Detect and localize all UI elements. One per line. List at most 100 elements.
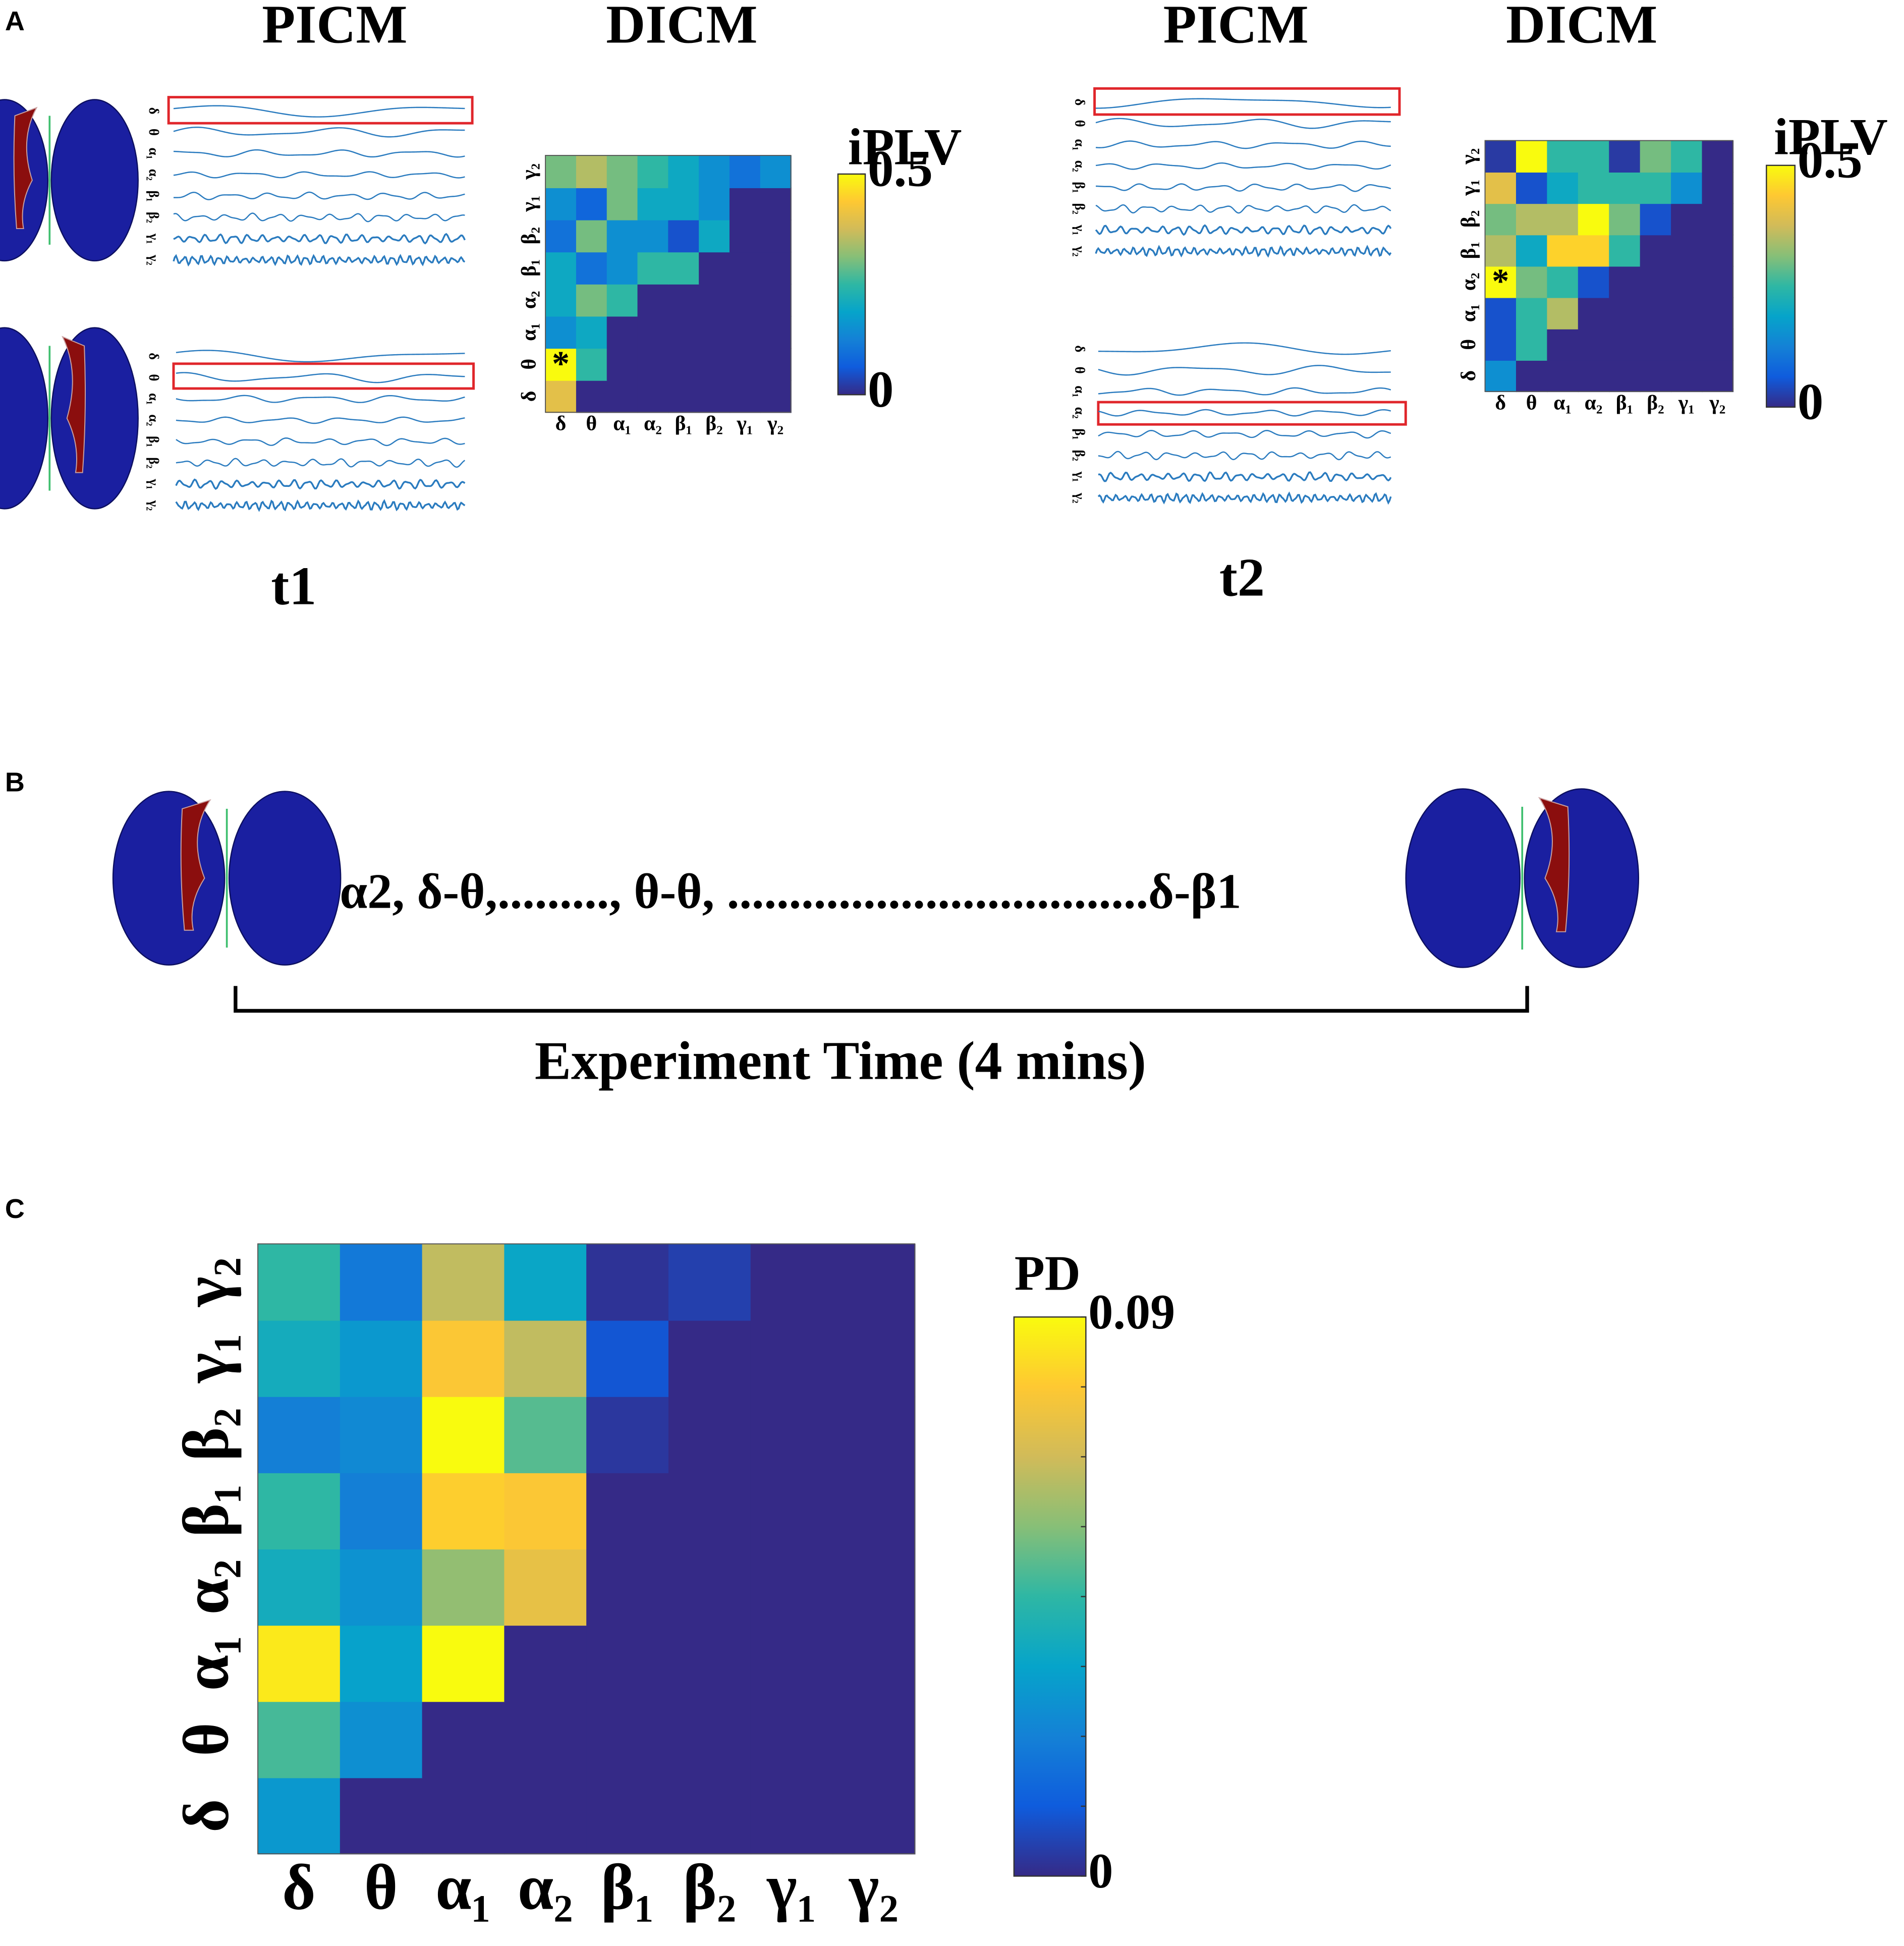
dicm-title: DICM bbox=[606, 0, 757, 54]
band-label: γ₂ bbox=[146, 254, 161, 265]
y-tick-label: θ bbox=[517, 359, 540, 370]
heatmap-cell bbox=[1671, 266, 1703, 298]
band-label: β₁ bbox=[1072, 428, 1087, 439]
heatmap-cell bbox=[504, 1548, 587, 1626]
eeg-trace bbox=[173, 171, 465, 179]
heatmap-cell bbox=[1547, 328, 1579, 361]
heatmap-cell bbox=[1640, 328, 1672, 361]
heatmap-cell bbox=[340, 1625, 423, 1702]
heatmap-cell bbox=[545, 348, 577, 381]
heatmap-cell bbox=[1640, 235, 1672, 267]
heatmap-cell bbox=[504, 1625, 587, 1702]
heatmap-cell bbox=[1516, 360, 1548, 393]
heatmap-cell bbox=[340, 1396, 423, 1473]
heatmap-cell bbox=[1485, 360, 1517, 393]
heatmap-cell bbox=[1609, 140, 1641, 173]
heatmap-cell bbox=[699, 284, 731, 317]
heatmap-frame bbox=[1484, 140, 1733, 392]
marker: * bbox=[1492, 262, 1509, 300]
heatmap-cell bbox=[1516, 297, 1548, 329]
heatmap-cell bbox=[1578, 297, 1610, 329]
heatmap-cell bbox=[729, 251, 761, 285]
heatmap-cell bbox=[1609, 203, 1641, 236]
y-tick-label: α₁ bbox=[517, 323, 540, 341]
eeg-trace bbox=[173, 191, 465, 200]
eeg-trace bbox=[173, 149, 465, 158]
x-tick-label: δ bbox=[282, 1851, 315, 1923]
heatmap-cell bbox=[668, 348, 700, 381]
heatmap-cell bbox=[1485, 266, 1517, 298]
colorbar-tick-label: 0 bbox=[868, 361, 894, 418]
heatmap-cell bbox=[586, 1472, 669, 1550]
eeg-trace bbox=[176, 437, 465, 447]
heatmap-cell bbox=[668, 1396, 751, 1473]
heatmap-cell bbox=[586, 1320, 669, 1397]
colorbar bbox=[1766, 164, 1796, 408]
heatmap-cell bbox=[1516, 203, 1548, 236]
heatmap-cell bbox=[1578, 266, 1610, 298]
heatmap-cell bbox=[576, 316, 607, 349]
sequence-text: δ-α2, δ-θ,........., θ-θ, ..............… bbox=[298, 864, 1242, 919]
eeg-trace bbox=[1098, 342, 1391, 355]
x-tick-label: α₂ bbox=[518, 1851, 573, 1923]
x-tick-label: β₁ bbox=[1616, 391, 1634, 414]
heatmap-cell bbox=[1547, 203, 1579, 236]
x-tick-label: β₁ bbox=[601, 1851, 654, 1923]
colorbar-tick-label: 0.5 bbox=[868, 140, 933, 198]
heatmap-cell bbox=[545, 187, 577, 220]
heatmap-cell bbox=[1485, 297, 1517, 329]
heatmap-cell bbox=[422, 1777, 505, 1855]
band-label: δ bbox=[1072, 98, 1087, 105]
x-tick-label: β₂ bbox=[705, 412, 723, 435]
heatmap-cell bbox=[1640, 360, 1672, 393]
brain-hemisphere bbox=[50, 99, 139, 262]
band-label: γ₁ bbox=[146, 233, 161, 244]
eeg-trace bbox=[1098, 387, 1391, 396]
dicm-title: DICM bbox=[1506, 0, 1657, 54]
heatmap-cell bbox=[729, 219, 761, 253]
heatmap-cell bbox=[1671, 328, 1703, 361]
heatmap-cell bbox=[668, 1472, 751, 1550]
eeg-trace bbox=[173, 105, 465, 118]
heatmap-cell bbox=[258, 1777, 341, 1855]
eeg-trace bbox=[175, 499, 466, 512]
band-label: γ₂ bbox=[146, 500, 161, 511]
heatmap-cell bbox=[606, 155, 638, 188]
heatmap-cell bbox=[750, 1472, 833, 1550]
heatmap-cell bbox=[606, 316, 638, 349]
heatmap-cell bbox=[832, 1244, 916, 1321]
eeg-trace bbox=[173, 212, 465, 223]
heatmap-cell bbox=[699, 251, 731, 285]
heatmap-cell bbox=[832, 1396, 916, 1473]
heatmap-cell bbox=[606, 380, 638, 413]
heatmap-cell bbox=[1485, 140, 1517, 173]
x-tick-label: γ₁ bbox=[766, 1851, 816, 1923]
eeg-trace bbox=[1095, 224, 1392, 236]
colorbar-tick-label: 0 bbox=[1088, 1844, 1113, 1899]
y-tick-label: β₂ bbox=[1457, 210, 1480, 228]
band-label: α₂ bbox=[1072, 407, 1087, 419]
heatmap-cell bbox=[1547, 172, 1579, 204]
band-label: θ bbox=[1072, 367, 1087, 374]
heatmap-cell bbox=[576, 348, 607, 381]
colorbar-tick-label: 0 bbox=[1798, 373, 1824, 431]
eeg-trace bbox=[1095, 162, 1391, 170]
heatmap-cell bbox=[576, 251, 607, 285]
heatmap-cell bbox=[832, 1777, 916, 1855]
heatmap-cell bbox=[504, 1472, 587, 1550]
heatmap-cell bbox=[637, 380, 669, 413]
x-tick-label: α₁ bbox=[435, 1851, 491, 1923]
heatmap-cell bbox=[668, 219, 700, 253]
eeg-trace bbox=[176, 350, 465, 363]
heatmap-cell bbox=[729, 380, 761, 413]
band-label: β₂ bbox=[146, 457, 161, 468]
band-label: β₂ bbox=[1072, 203, 1087, 214]
heatmap-cell bbox=[760, 348, 792, 381]
heatmap-cell bbox=[340, 1701, 423, 1778]
heatmap-cell bbox=[1671, 297, 1703, 329]
eeg-trace bbox=[176, 458, 466, 468]
eeg-trace bbox=[1095, 245, 1392, 258]
heatmap-cell bbox=[1578, 172, 1610, 204]
heatmap-cell bbox=[340, 1320, 423, 1397]
